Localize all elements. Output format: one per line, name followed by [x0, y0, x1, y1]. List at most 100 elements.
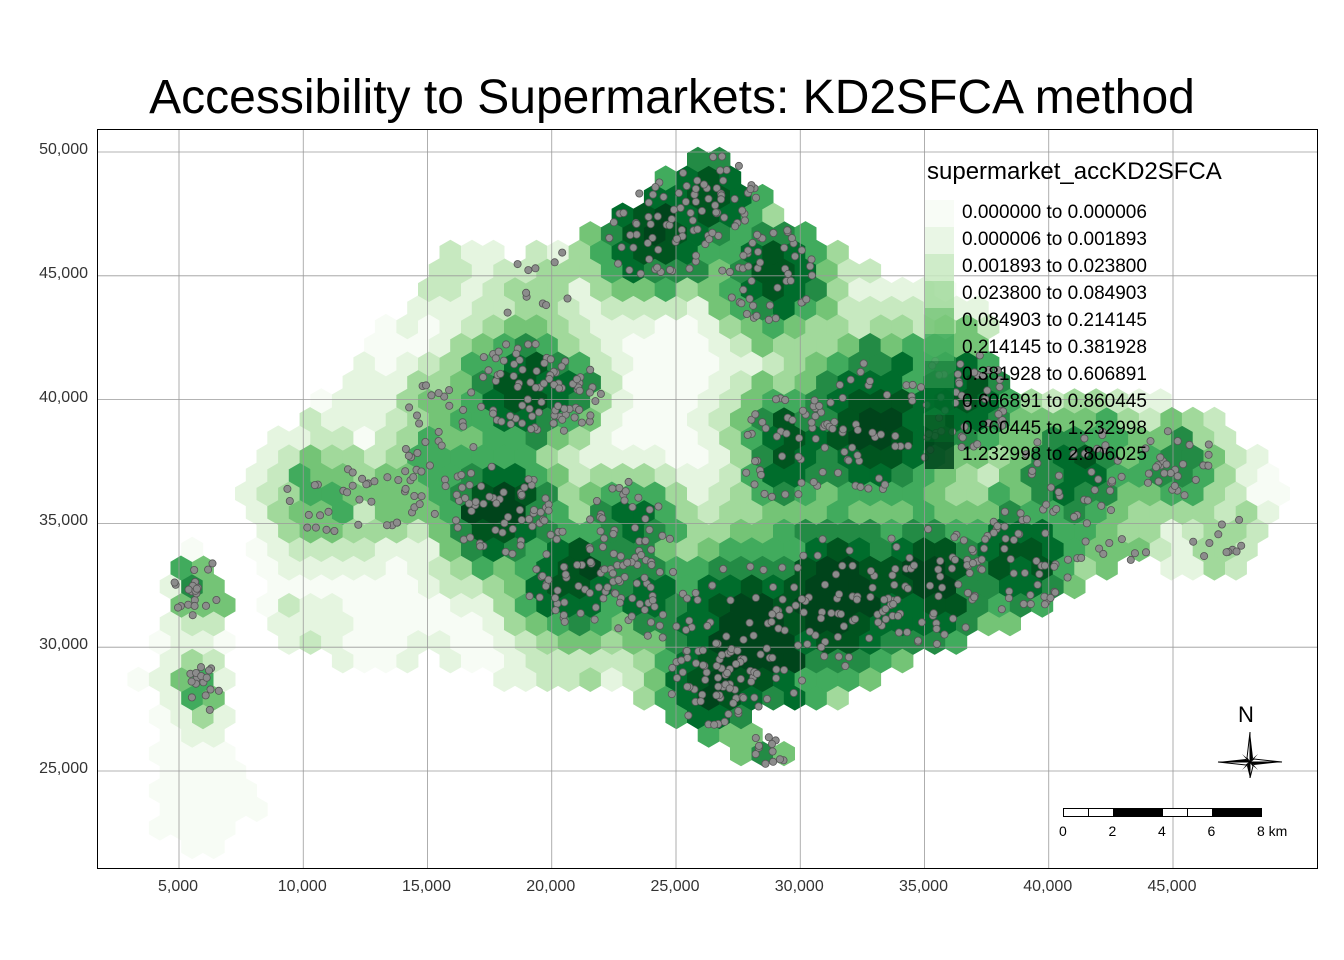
hex-cell: [256, 443, 279, 470]
hex-cell: [159, 722, 182, 748]
hex-cell: [697, 351, 720, 377]
supermarket-point: [889, 600, 898, 609]
supermarket-point: [768, 747, 777, 756]
hex-cell: [1171, 499, 1194, 525]
legend-swatch: [925, 415, 954, 443]
hex-cell: [482, 239, 505, 265]
hex-cell: [504, 462, 526, 488]
hex-cell: [622, 332, 645, 358]
supermarket-point: [531, 340, 540, 349]
hex-cell: [461, 276, 483, 302]
supermarket-point: [197, 663, 206, 672]
hex-cell: [816, 666, 838, 692]
legend-swatch: [925, 334, 954, 362]
supermarket-point: [848, 561, 857, 570]
y-tick-label: 30,000: [39, 636, 88, 654]
hex-cell: [665, 443, 688, 470]
supermarket-point: [772, 674, 781, 683]
supermarket-point: [558, 415, 567, 424]
supermarket-point: [467, 507, 476, 516]
supermarket-point: [908, 396, 917, 405]
supermarket-point: [954, 580, 963, 589]
hex-cell: [288, 611, 311, 637]
legend-label: 0.001893 to 0.023800: [962, 256, 1147, 278]
supermarket-point: [524, 515, 533, 524]
supermarket-point: [537, 398, 546, 407]
hex-cell: [622, 295, 645, 321]
supermarket-point: [1041, 529, 1050, 538]
hex-cell: [353, 499, 376, 525]
supermarket-point: [683, 646, 692, 655]
scale-bar-segment: [1236, 808, 1262, 817]
y-tick-label: 35,000: [39, 512, 88, 530]
hex-cell: [418, 276, 440, 302]
hex-cell: [730, 481, 752, 507]
supermarket-point: [794, 641, 803, 650]
hex-cell: [697, 388, 720, 414]
supermarket-point: [712, 639, 721, 648]
hex-cell: [859, 258, 882, 284]
hex-cell: [590, 425, 613, 451]
supermarket-point: [401, 467, 410, 476]
supermarket-point: [787, 234, 796, 243]
supermarket-point: [586, 365, 595, 374]
supermarket-point: [585, 545, 594, 554]
supermarket-point: [574, 582, 583, 591]
hex-cell: [353, 648, 376, 674]
hex-cell: [676, 536, 699, 562]
supermarket-point: [577, 418, 586, 427]
hex-cell: [471, 592, 494, 618]
legend-label: 0.084903 to 0.214145: [962, 310, 1147, 331]
legend-swatch: [925, 307, 954, 335]
hex-cell: [568, 313, 591, 340]
hex-cell: [697, 722, 720, 748]
supermarket-point: [782, 429, 791, 438]
supermarket-point: [214, 686, 223, 695]
hex-cell: [730, 555, 752, 581]
supermarket-point: [929, 609, 938, 618]
hex-cell: [374, 388, 397, 414]
hex-cell: [557, 481, 580, 507]
hex-cell: [148, 778, 171, 804]
supermarket-point: [977, 555, 986, 564]
supermarket-point: [324, 507, 333, 516]
supermarket-point: [682, 182, 691, 191]
supermarket-point: [367, 497, 376, 506]
supermarket-point: [749, 301, 758, 310]
hex-cell: [600, 666, 623, 692]
hex-cell: [859, 406, 882, 432]
supermarket-point: [1185, 440, 1194, 449]
hex-cell: [202, 796, 225, 822]
x-tick-label: 35,000: [899, 878, 948, 895]
supermarket-point: [693, 176, 702, 185]
supermarket-point: [205, 705, 214, 714]
supermarket-point: [691, 251, 700, 260]
legend-entry: 0.606891 to 0.860445: [925, 388, 1222, 416]
supermarket-point: [751, 457, 760, 466]
supermarket-point: [529, 506, 538, 515]
hex-cell: [181, 722, 204, 748]
hex-cell: [288, 499, 311, 525]
supermarket-point: [725, 267, 734, 276]
supermarket-point: [559, 611, 568, 620]
supermarket-point: [802, 295, 811, 304]
legend-swatch: [925, 226, 954, 254]
hex-cell: [848, 276, 871, 302]
hex-cell: [740, 313, 763, 340]
supermarket-point: [1117, 535, 1126, 544]
hex-cell: [428, 518, 451, 544]
hex-cell: [385, 592, 408, 618]
supermarket-point: [984, 366, 993, 375]
supermarket-point: [491, 354, 500, 363]
hex-cell: [590, 648, 613, 674]
hex-cell: [547, 499, 569, 525]
supermarket-point: [753, 230, 762, 239]
hex-cell: [687, 555, 709, 581]
supermarket-point: [590, 615, 599, 624]
supermarket-point: [691, 197, 700, 206]
supermarket-point: [457, 470, 466, 479]
hex-cell: [697, 462, 720, 488]
supermarket-point: [797, 246, 806, 255]
supermarket-point: [528, 522, 537, 531]
supermarket-point: [699, 646, 708, 655]
